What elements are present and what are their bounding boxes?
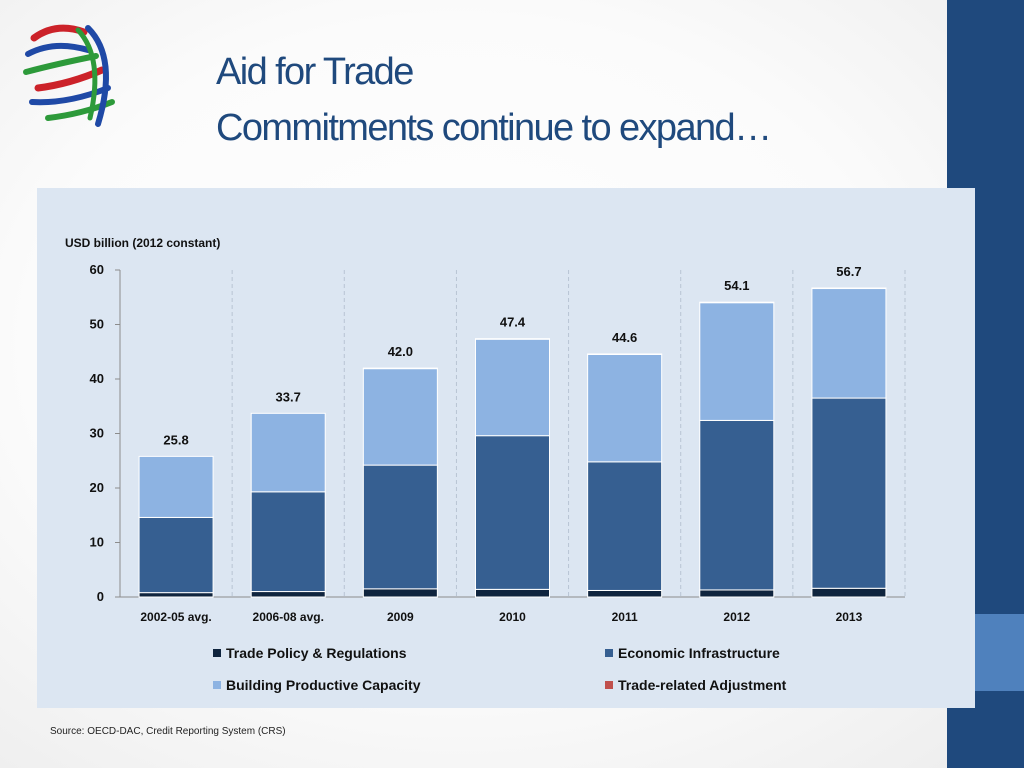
bar-building-productive-capacity <box>475 338 550 437</box>
slide-title: Aid for Trade Commitments continue to ex… <box>216 44 772 156</box>
legend-label: Trade Policy & Regulations <box>226 645 407 661</box>
legend-swatch <box>605 649 613 657</box>
y-tick-label: 20 <box>90 480 104 495</box>
bar-trade-policy-regulations <box>587 589 663 598</box>
x-tick-label: 2013 <box>836 610 863 624</box>
bar-total-label: 54.1 <box>724 278 749 293</box>
legend-label: Building Productive Capacity <box>226 677 421 693</box>
bar-trade-policy-regulations <box>811 587 887 598</box>
y-tick-label: 50 <box>90 317 104 332</box>
bar-trade-policy-regulations <box>362 588 438 598</box>
bar-economic-infrastructure <box>587 461 663 591</box>
source-note: Source: OECD-DAC, Credit Reporting Syste… <box>50 726 286 737</box>
bar-building-productive-capacity <box>699 302 775 421</box>
x-tick-label: 2002-05 avg. <box>140 610 211 624</box>
bar-total-label: 44.6 <box>612 330 637 345</box>
bar-trade-policy-regulations <box>475 588 550 598</box>
title-line-1: Aid for Trade <box>216 51 414 93</box>
bar-economic-infrastructure <box>475 435 550 590</box>
x-tick-label: 2009 <box>387 610 414 624</box>
bar-building-productive-capacity <box>250 412 326 493</box>
bar-trade-policy-regulations <box>699 589 775 598</box>
bar-economic-infrastructure <box>699 419 775 591</box>
x-tick-label: 2011 <box>612 610 638 624</box>
y-axis-label: USD billion (2012 constant) <box>65 236 220 250</box>
bar-trade-policy-regulations <box>138 592 214 598</box>
x-tick-label: 2010 <box>499 610 526 624</box>
bar-economic-infrastructure <box>811 397 887 589</box>
chart-panel: USD billion (2012 constant) 0 10 20 30 40 50 60… <box>37 188 975 708</box>
x-tick-label: 2006-08 avg. <box>253 610 324 624</box>
y-tick-label: 40 <box>90 371 104 386</box>
bar-trade-policy-regulations <box>250 591 326 598</box>
bar-total-label: 33.7 <box>276 389 301 404</box>
bar-economic-infrastructure <box>138 516 214 594</box>
legend-swatch <box>605 681 613 689</box>
bar-total-label: 25.8 <box>163 432 188 447</box>
x-tick-label: 2012 <box>723 610 750 624</box>
legend-label: Economic Infrastructure <box>618 645 780 661</box>
y-tick-label: 30 <box>90 426 104 441</box>
wto-logo-icon <box>23 24 115 127</box>
bar-building-productive-capacity <box>811 288 887 399</box>
legend-swatch <box>213 681 221 689</box>
bar-building-productive-capacity <box>362 368 438 466</box>
bar-trade-related-adjustment <box>475 338 550 340</box>
bar-total-label: 47.4 <box>500 315 526 330</box>
bar-trade-related-adjustment <box>699 301 775 304</box>
title-line-2: Commitments continue to expand… <box>216 107 772 149</box>
legend-swatch <box>213 649 221 657</box>
stacked-bar-chart: USD billion (2012 constant) 0 10 20 30 40 50 60… <box>65 236 906 693</box>
bar-economic-infrastructure <box>250 491 326 593</box>
bar-trade-related-adjustment <box>587 353 663 355</box>
bar-trade-related-adjustment <box>811 287 887 290</box>
legend-label: Trade-related Adjustment <box>618 677 787 693</box>
bar-building-productive-capacity <box>587 353 663 463</box>
bar-economic-infrastructure <box>362 464 438 590</box>
y-tick-label: 0 <box>97 589 104 604</box>
bar-total-label: 42.0 <box>388 344 413 359</box>
bar-trade-related-adjustment <box>362 367 438 370</box>
bar-total-label: 56.7 <box>836 264 861 279</box>
y-tick-label: 60 <box>90 262 104 277</box>
y-tick-label: 10 <box>90 535 104 550</box>
bar-building-productive-capacity <box>138 455 214 518</box>
